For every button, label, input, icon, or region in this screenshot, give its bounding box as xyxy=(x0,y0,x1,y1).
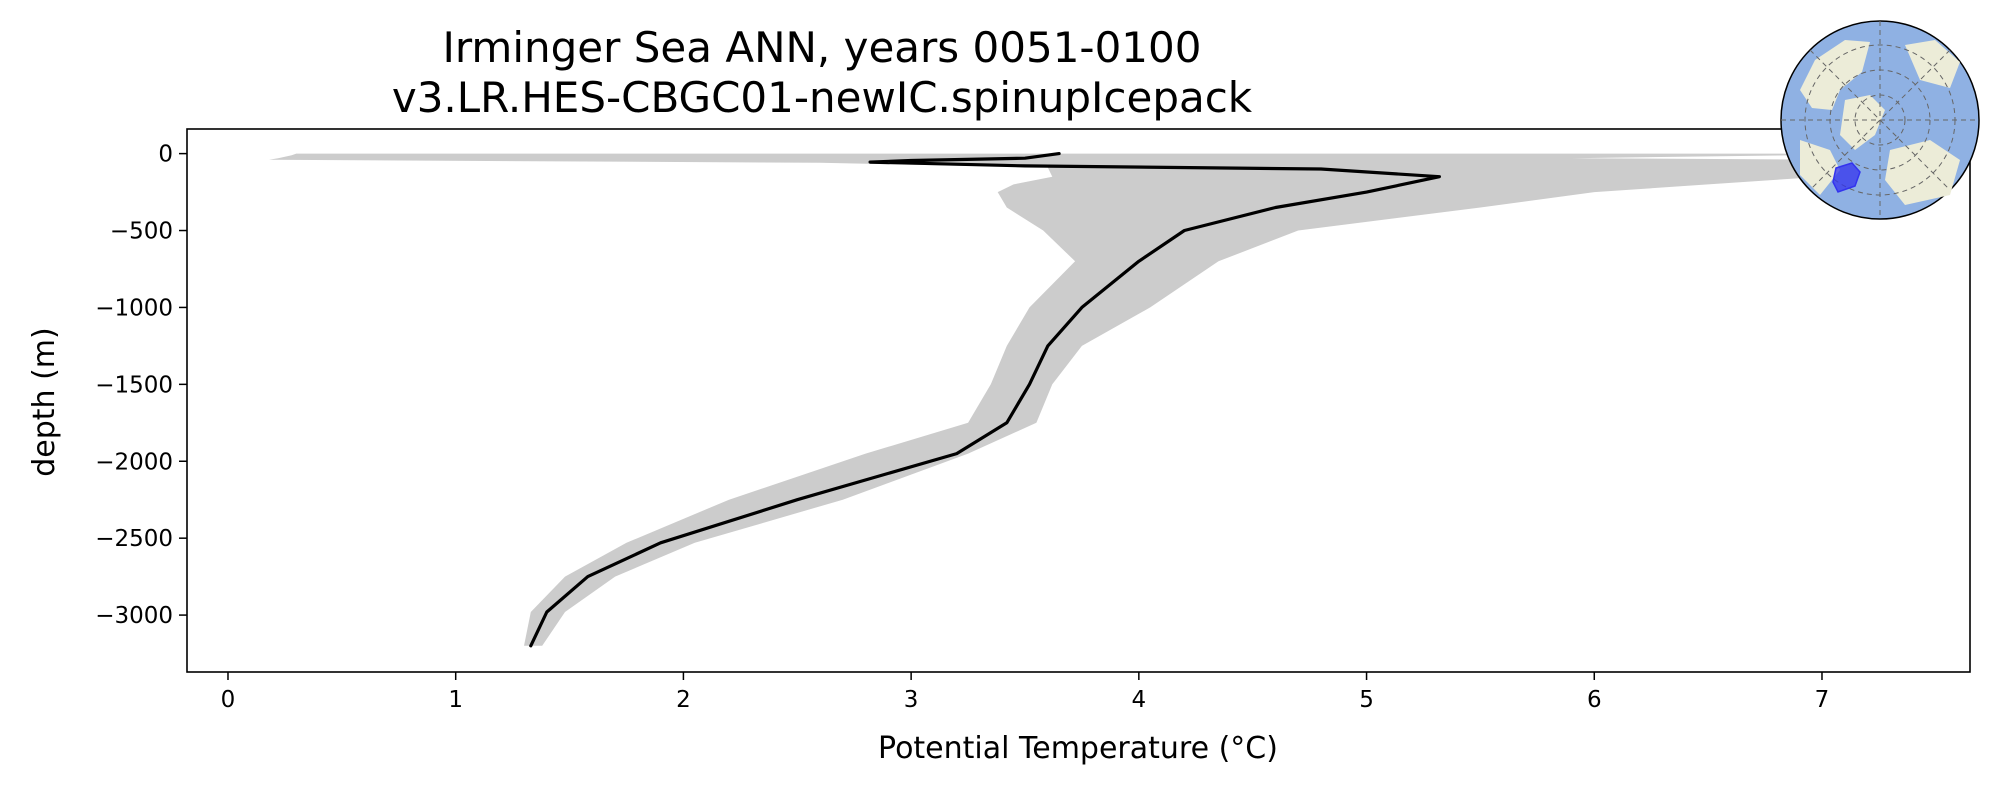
x-tick-label: 0 xyxy=(221,687,236,713)
map-graticule xyxy=(1781,21,1979,219)
x-tick-label: 7 xyxy=(1815,687,1830,713)
y-tick-label: −3000 xyxy=(95,603,173,629)
spread-band xyxy=(269,153,1891,646)
axes-frame xyxy=(186,128,1971,673)
region-map-inset xyxy=(1780,20,1980,220)
y-tick-label: −1500 xyxy=(95,372,173,398)
map-grid-meridian xyxy=(1809,49,1951,191)
x-tick-label: 3 xyxy=(904,687,919,713)
x-tick-label: 2 xyxy=(676,687,691,713)
y-tick-label: −500 xyxy=(110,219,173,245)
plot-area xyxy=(269,152,1891,648)
chart-title: Irminger Sea ANN, years 0051-0100 xyxy=(443,23,1202,72)
x-tick-label: 5 xyxy=(1359,687,1374,713)
x-tick-label: 6 xyxy=(1587,687,1602,713)
irminger-sea-region xyxy=(1832,162,1861,193)
x-tick-label: 4 xyxy=(1132,687,1147,713)
chart-subtitle: v3.LR.HES-CBGC01-newIC.spinupIcepack xyxy=(392,73,1253,122)
y-tick-label: 0 xyxy=(158,142,173,168)
x-axis: 0 1 2 3 4 5 6 7 xyxy=(221,672,1830,713)
profile-line xyxy=(529,152,1441,648)
y-tick-label: −2000 xyxy=(95,449,173,475)
y-axis: 0 −500 −1000 −1500 −2000 −2500 −3000 xyxy=(95,142,187,629)
y-tick-label: −2500 xyxy=(95,526,173,552)
y-tick-label: −1000 xyxy=(95,295,173,321)
x-tick-label: 1 xyxy=(448,687,463,713)
y-axis-label: depth (m) xyxy=(27,327,62,477)
x-axis-label: Potential Temperature (°C) xyxy=(878,731,1278,766)
map-grid-meridian xyxy=(1809,49,1951,191)
